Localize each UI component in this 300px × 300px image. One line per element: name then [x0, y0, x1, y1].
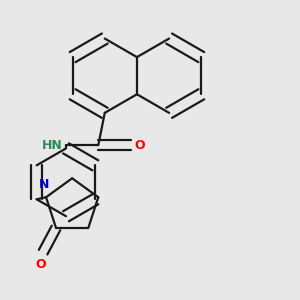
Text: N: N	[39, 178, 50, 191]
Text: O: O	[35, 258, 46, 271]
Text: HN: HN	[41, 139, 62, 152]
Text: O: O	[134, 139, 145, 152]
